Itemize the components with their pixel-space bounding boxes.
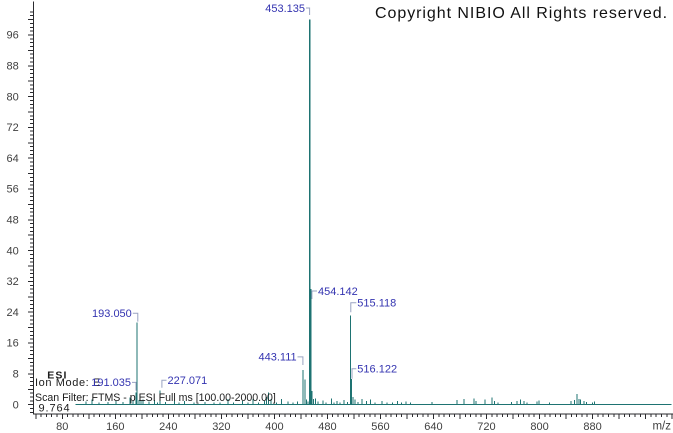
svg-text:240: 240 [159, 421, 177, 433]
svg-text:24: 24 [7, 307, 19, 319]
svg-text:880: 880 [583, 421, 601, 433]
svg-text:193.050: 193.050 [92, 308, 132, 320]
svg-text:515.118: 515.118 [357, 298, 396, 310]
svg-text:16: 16 [7, 338, 19, 350]
svg-text:443.111: 443.111 [259, 352, 297, 364]
svg-text:64: 64 [7, 153, 19, 165]
svg-text:454.142: 454.142 [318, 286, 358, 298]
svg-text:80: 80 [7, 91, 19, 103]
svg-text:227.071: 227.071 [168, 375, 208, 387]
svg-text:96: 96 [7, 30, 19, 42]
svg-text:Copyright NIBIO All Rights res: Copyright NIBIO All Rights reserved. [375, 5, 668, 22]
svg-text:560: 560 [371, 421, 389, 433]
svg-text:ESI: ESI [47, 370, 67, 382]
svg-text:72: 72 [7, 122, 19, 134]
svg-text:453.135: 453.135 [265, 3, 305, 15]
svg-text:Scan Filter: FTMS - p ESI Full: Scan Filter: FTMS - p ESI Full ms [100.0… [35, 392, 276, 404]
svg-text:8: 8 [13, 369, 19, 381]
svg-text:160: 160 [106, 421, 124, 433]
svg-text:32: 32 [7, 276, 19, 288]
svg-text:480: 480 [318, 421, 336, 433]
svg-text:80: 80 [56, 421, 68, 433]
svg-text:191.035: 191.035 [91, 377, 131, 389]
svg-text:40: 40 [7, 245, 19, 257]
svg-text:m/z: m/z [652, 421, 671, 433]
svg-text:400: 400 [265, 421, 283, 433]
svg-text:0: 0 [13, 399, 19, 411]
svg-text:88: 88 [7, 60, 19, 72]
svg-text:720: 720 [477, 421, 495, 433]
svg-text:56: 56 [7, 184, 19, 196]
svg-text:48: 48 [7, 215, 19, 227]
svg-text:Ion Mode: E: Ion Mode: E [35, 377, 101, 389]
svg-text:320: 320 [212, 421, 230, 433]
svg-text:9.764: 9.764 [39, 402, 71, 414]
svg-text:640: 640 [424, 421, 442, 433]
svg-text:516.122: 516.122 [357, 364, 397, 376]
svg-text:800: 800 [530, 421, 548, 433]
